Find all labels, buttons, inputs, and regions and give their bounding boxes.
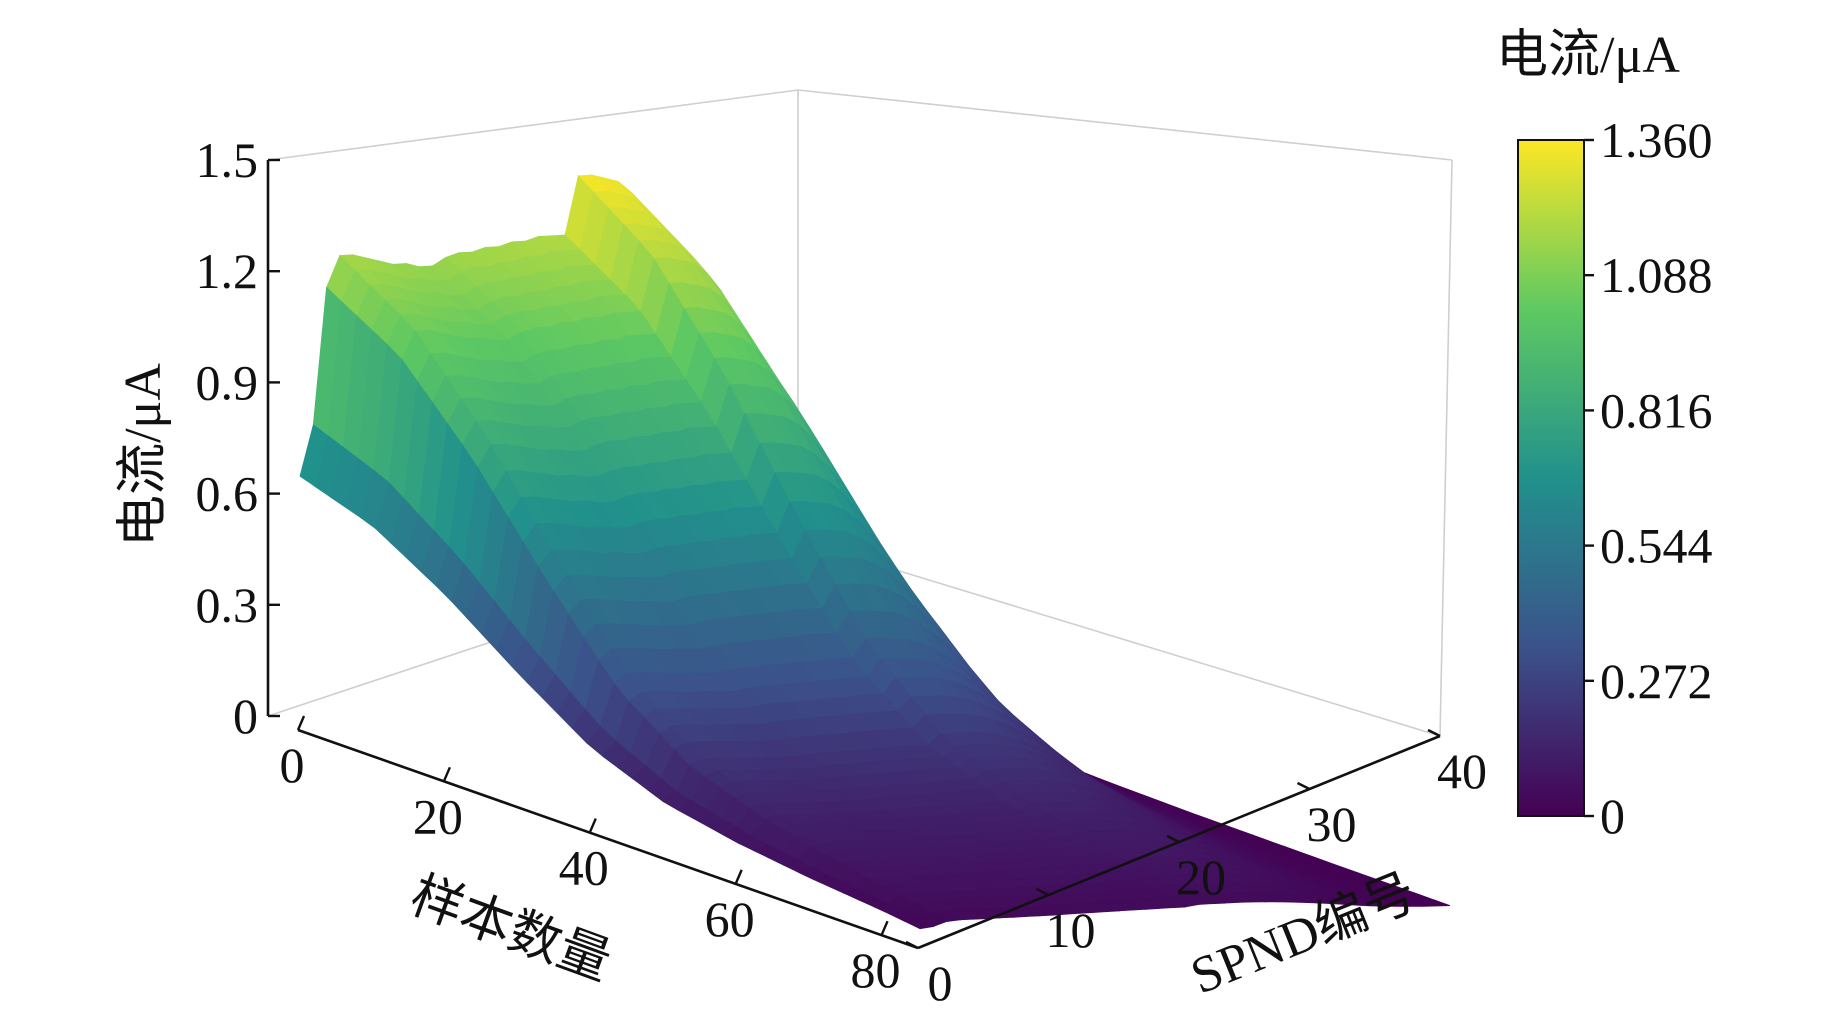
colorbar-title: 电流/μA bbox=[1496, 27, 1680, 84]
colorbar-tick-label: 0.816 bbox=[1600, 382, 1713, 438]
colorbar-tick-label: 0.272 bbox=[1600, 653, 1713, 709]
box-edge-top-right bbox=[797, 89, 1453, 161]
y-tick-label: 30 bbox=[1307, 796, 1357, 852]
y-tick-mark bbox=[905, 940, 919, 950]
x-tick-label: 40 bbox=[559, 840, 609, 896]
box-edge-floor-right bbox=[797, 539, 1441, 737]
surface-facet bbox=[903, 918, 935, 930]
y-tick-mark bbox=[1035, 887, 1050, 897]
z-axis-title: 电流/μA bbox=[115, 363, 172, 547]
z-tick-label: 0.3 bbox=[196, 577, 259, 633]
colorbar-ticks: 0 0.272 0.544 0.816 1.088 1.360 bbox=[1584, 112, 1713, 844]
y-axis-ticks: 0 10 20 30 40 bbox=[905, 728, 1487, 1011]
box-edge-top-left bbox=[267, 89, 799, 161]
x-tick-label: 0 bbox=[280, 737, 305, 793]
colorbar-tick-label: 1.088 bbox=[1600, 247, 1713, 303]
y-tick-label: 10 bbox=[1046, 902, 1096, 958]
x-tick-mark bbox=[588, 818, 597, 834]
z-tick-label: 1.2 bbox=[196, 243, 259, 299]
y-tick-mark bbox=[1166, 834, 1180, 844]
x-tick-label: 60 bbox=[705, 891, 755, 947]
z-tick-label: 1.5 bbox=[196, 132, 259, 188]
x-axis-line bbox=[297, 728, 919, 950]
x-axis-ticks: 0 20 40 60 80 bbox=[280, 715, 901, 998]
x-tick-mark bbox=[442, 766, 451, 782]
colorbar: 电流/μA 0 0.272 0.544 0.816 1.088 1.360 bbox=[1496, 27, 1712, 844]
x-tick-label: 20 bbox=[413, 788, 463, 844]
colorbar-tick-label: 1.360 bbox=[1600, 112, 1713, 168]
z-tick-label: 0.9 bbox=[196, 354, 259, 410]
x-tick-label: 80 bbox=[851, 942, 901, 998]
z-tick-label: 0.6 bbox=[196, 466, 259, 522]
y-tick-label: 40 bbox=[1437, 743, 1487, 799]
z-tick-label: 0 bbox=[233, 688, 258, 744]
x-tick-mark bbox=[734, 869, 743, 885]
x-tick-mark bbox=[296, 715, 306, 731]
surface-plot bbox=[299, 174, 1451, 930]
x-tick-mark bbox=[880, 920, 889, 936]
y-tick-label: 20 bbox=[1176, 849, 1226, 905]
y-tick-mark bbox=[1296, 781, 1311, 791]
box-edge-right-vertical bbox=[1439, 159, 1453, 737]
y-tick-mark bbox=[1427, 728, 1441, 738]
colorbar-tick-label: 0.544 bbox=[1600, 518, 1713, 574]
y-tick-label: 0 bbox=[928, 955, 953, 1011]
colorbar-scale bbox=[1517, 139, 1585, 817]
colorbar-tick-label: 0 bbox=[1600, 788, 1625, 844]
z-axis-ticks: 0 0.3 0.6 0.9 1.2 1.5 bbox=[196, 132, 280, 744]
